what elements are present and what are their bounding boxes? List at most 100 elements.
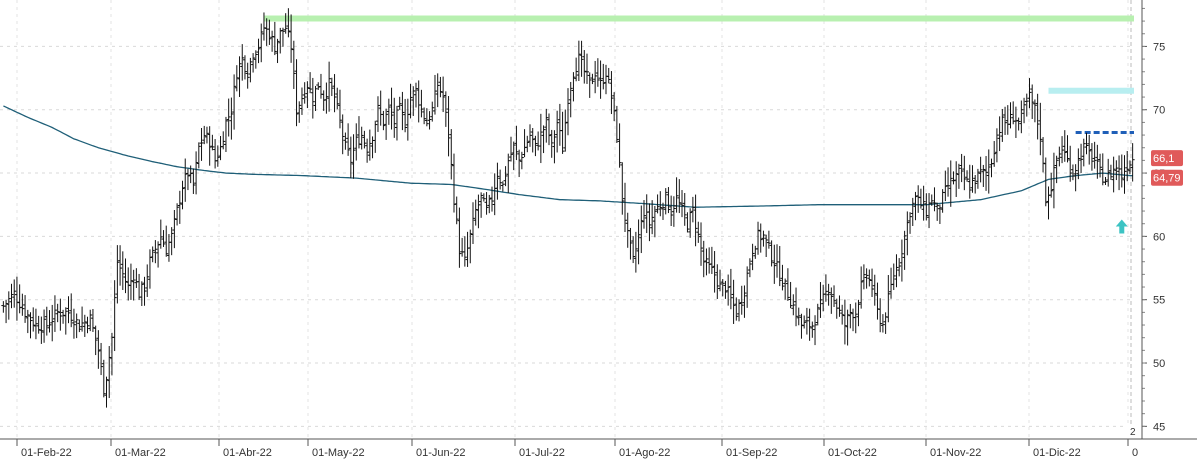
ohlc-bar bbox=[1095, 144, 1100, 179]
ohlc-bar bbox=[815, 303, 820, 326]
ohlc-bar bbox=[715, 264, 720, 299]
ohlc-bar bbox=[443, 91, 448, 127]
ohlc-bar bbox=[631, 236, 636, 264]
ohlc-bar bbox=[90, 308, 95, 333]
ohlc-bar bbox=[742, 285, 747, 318]
ohlc-bar bbox=[39, 316, 44, 344]
ohlc-bar bbox=[120, 251, 125, 290]
ohlc-bar bbox=[623, 182, 628, 233]
ohlc-bar bbox=[118, 245, 123, 286]
ohlc-bar bbox=[1003, 106, 1008, 135]
ohlc-bar bbox=[1008, 102, 1013, 129]
ohlc-bar bbox=[777, 246, 782, 287]
x-tick-label: 01-Dic-22 bbox=[1033, 447, 1081, 459]
ohlc-bar bbox=[229, 97, 234, 140]
ohlc-bar bbox=[237, 56, 242, 97]
ohlc-bar bbox=[454, 196, 459, 225]
ohlc-bar bbox=[530, 128, 535, 153]
ohlc-bar bbox=[297, 101, 302, 123]
ohlc-bar bbox=[267, 19, 272, 45]
ohlc-bar bbox=[595, 58, 600, 87]
ohlc-bar bbox=[652, 205, 657, 238]
ohlc-bar bbox=[935, 202, 940, 221]
price-tag-box bbox=[1151, 150, 1183, 167]
ohlc-bar bbox=[1089, 143, 1094, 171]
ohlc-bar bbox=[750, 243, 755, 271]
ohlc-bar bbox=[823, 274, 828, 302]
ohlc-bar bbox=[571, 72, 576, 102]
ohlc-bar bbox=[585, 53, 590, 84]
ohlc-bar bbox=[375, 96, 380, 132]
price-tag-box bbox=[1151, 169, 1183, 186]
ohlc-bar bbox=[921, 185, 926, 221]
ohlc-bar bbox=[785, 268, 790, 301]
ohlc-bar bbox=[302, 82, 307, 104]
ohlc-bar bbox=[899, 239, 904, 282]
ohlc-bar bbox=[546, 113, 551, 146]
ohlc-bar bbox=[47, 310, 52, 333]
ohlc-bar bbox=[1119, 154, 1124, 188]
ohlc-bar bbox=[1065, 135, 1070, 163]
ohlc-bar bbox=[161, 230, 166, 247]
ohlc-bar bbox=[680, 190, 685, 218]
ohlc-bar bbox=[661, 202, 666, 220]
ohlc-bar bbox=[924, 193, 929, 221]
ohlc-bar bbox=[997, 116, 1002, 152]
ohlc-bar bbox=[1062, 130, 1067, 162]
ohlc-bar bbox=[1049, 172, 1054, 198]
ohlc-bar bbox=[251, 53, 256, 73]
ohlc-bar bbox=[158, 219, 163, 249]
ohlc-bar bbox=[419, 89, 424, 118]
ohlc-bar bbox=[1084, 132, 1089, 155]
ohlc-bar bbox=[362, 130, 367, 149]
ohlc-bar bbox=[829, 287, 834, 314]
ohlc-bar bbox=[674, 177, 679, 213]
ohlc-bar bbox=[853, 302, 858, 334]
ohlc-bar bbox=[766, 230, 771, 249]
ohlc-bar bbox=[511, 141, 516, 171]
ohlc-bar bbox=[150, 246, 155, 263]
ohlc-bar bbox=[1043, 157, 1048, 207]
ohlc-bar bbox=[628, 227, 633, 260]
ohlc-bar bbox=[1130, 143, 1135, 182]
x-tick-label: 01-May-22 bbox=[312, 447, 365, 459]
ohlc-bar bbox=[861, 264, 866, 290]
ohlc-bar bbox=[23, 295, 28, 323]
ohlc-bar bbox=[1098, 153, 1103, 178]
ohlc-bar bbox=[12, 279, 17, 308]
ohlc-bar bbox=[435, 73, 440, 108]
ohlc-bar bbox=[845, 309, 850, 346]
ohlc-bar bbox=[620, 162, 625, 215]
ohlc-bar bbox=[1019, 100, 1024, 134]
ohlc-bar bbox=[451, 153, 456, 213]
ohlc-bar bbox=[313, 85, 318, 111]
ohlc-bar bbox=[479, 192, 484, 218]
ohlc-bar bbox=[894, 254, 899, 288]
ohlc-bar bbox=[517, 149, 522, 178]
ohlc-bar bbox=[215, 145, 220, 167]
ohlc-bar bbox=[525, 135, 530, 153]
y-tick-label: 75 bbox=[1153, 41, 1165, 53]
ohlc-bar bbox=[587, 72, 592, 98]
ohlc-bar bbox=[693, 194, 698, 247]
ohlc-bar bbox=[891, 263, 896, 291]
ohlc-bar bbox=[954, 161, 959, 197]
ohlc-bar bbox=[242, 55, 247, 80]
ohlc-bar bbox=[636, 219, 641, 265]
ohlc-bar bbox=[85, 316, 90, 334]
y-tick-label: 70 bbox=[1153, 105, 1165, 117]
corner-label-group: 2 bbox=[1126, 424, 1138, 438]
ohlc-bar bbox=[226, 98, 231, 137]
ohlc-bar bbox=[967, 164, 972, 199]
ohlc-bar bbox=[245, 62, 250, 89]
ohlc-bar bbox=[185, 168, 190, 191]
x-tick-label: 01-Sep-22 bbox=[726, 447, 777, 459]
ohlc-bar bbox=[58, 298, 63, 331]
ohlc-bar bbox=[289, 14, 294, 63]
ohlc-bar bbox=[327, 61, 332, 112]
ohlc-bar bbox=[704, 248, 709, 276]
ohlc-bar bbox=[384, 108, 389, 140]
x-tick-label: 01-Oct-22 bbox=[828, 447, 877, 459]
ohlc-bar bbox=[1038, 102, 1043, 156]
